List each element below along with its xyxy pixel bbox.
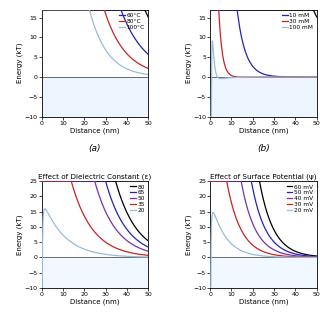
X-axis label: Distance (nm): Distance (nm)	[239, 127, 288, 134]
Bar	[210, 77, 317, 117]
Y-axis label: Energy (kT): Energy (kT)	[185, 214, 192, 255]
Y-axis label: Energy (kT): Energy (kT)	[185, 43, 192, 84]
Bar	[42, 257, 148, 288]
Y-axis label: Energy (kT): Energy (kT)	[17, 214, 23, 255]
Text: (b): (b)	[257, 144, 270, 153]
Legend: 80, 65, 50, 35, 20: 80, 65, 50, 35, 20	[129, 184, 145, 214]
X-axis label: Distance (nm): Distance (nm)	[70, 299, 120, 305]
Y-axis label: Energy (kT): Energy (kT)	[17, 43, 23, 84]
Bar	[42, 77, 148, 117]
Bar	[210, 257, 317, 288]
Text: (a): (a)	[89, 144, 101, 153]
Legend: 60°C, 80°C, 100°C: 60°C, 80°C, 100°C	[118, 12, 145, 31]
Legend: 60 mV, 50 mV, 40 mV, 30 mV, 20 mV: 60 mV, 50 mV, 40 mV, 30 mV, 20 mV	[286, 184, 314, 214]
Title: Effect of Surface Potential (ψ): Effect of Surface Potential (ψ)	[210, 173, 317, 180]
Title: Effect of Dielectric Constant (ε): Effect of Dielectric Constant (ε)	[38, 173, 152, 180]
X-axis label: Distance (nm): Distance (nm)	[239, 299, 288, 305]
X-axis label: Distance (nm): Distance (nm)	[70, 127, 120, 134]
Legend: 10 mM, 30 mM, 100 mM: 10 mM, 30 mM, 100 mM	[281, 12, 314, 31]
